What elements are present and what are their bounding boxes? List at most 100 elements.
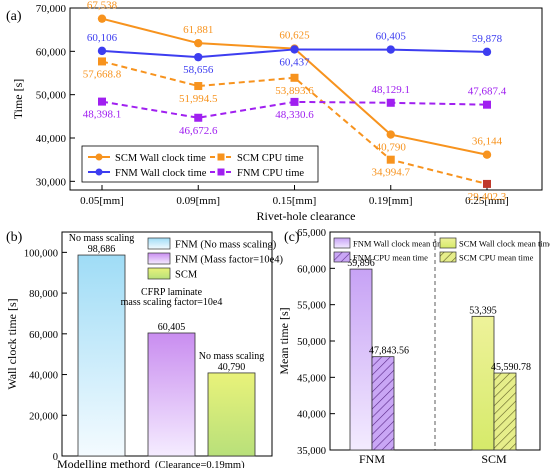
- panel-a-data-label: 67,538: [87, 0, 118, 12]
- panel-a-data-point: [386, 98, 395, 107]
- panel-b-bar: [77, 254, 126, 457]
- panel-a-data-point: [483, 100, 491, 109]
- panel-b-bar-chart: 0 20,000 40,000 60,000 80,000 100,000 Wall clo…: [5, 231, 283, 468]
- panel-c-bar-value-label: 45,590.78: [491, 362, 531, 373]
- panel-a-data-point: [290, 97, 299, 106]
- panel-c-legend-swatch: [333, 251, 351, 263]
- panel-a-data-point: [482, 150, 492, 159]
- panel-a-data-label: 48,129.1: [372, 84, 411, 96]
- panel-label-c: (c): [284, 230, 300, 245]
- panel-c-x-tick-label: FNM: [359, 452, 385, 466]
- panel-a-y-tick-label: 30,000: [36, 176, 67, 188]
- panel-a-data-label: 59,878: [472, 33, 503, 45]
- panel-a-legend-swatch-marker: [217, 153, 225, 161]
- panel-a-y-axis-title: Time [s]: [11, 79, 25, 120]
- panel-a-data-point: [97, 14, 107, 23]
- panel-c-y-tick-label: 50,000: [297, 337, 326, 348]
- panel-c-bar: [493, 372, 517, 451]
- panel-a-data-label: 60,405: [376, 31, 407, 43]
- panel-a-data-label: 60,625: [279, 30, 310, 42]
- panel-b-bar-annotation: No mass scaling: [199, 351, 265, 362]
- panel-c-legend-label: SCM Wall clock mean time: [459, 239, 550, 249]
- panel-a-y-tick-label: 70,000: [36, 3, 67, 15]
- panel-a-data-label: 53,893.6: [275, 85, 314, 97]
- panel-a-data-label: 61,881: [183, 24, 213, 36]
- panel-a-data-point: [290, 45, 299, 54]
- panel-b-y-tick-label: 80,000: [29, 289, 58, 300]
- panel-b-y-tick-label: 0: [53, 452, 58, 463]
- panel-a-legend-swatch-marker: [95, 168, 103, 176]
- panel-a-x-tick-label: 0.15[mm]: [273, 195, 317, 207]
- panel-a-x-tick-label: 0.09[mm]: [176, 195, 220, 207]
- panel-a-x-tick-label: 0.25[mm]: [465, 195, 509, 207]
- panel-a-x-axis-title: Rivet-hole clearance: [257, 209, 356, 223]
- panel-b-bar-annotation: CFRP laminate: [141, 287, 203, 298]
- panel-a-data-point: [194, 82, 203, 91]
- panel-b-x-axis-note: (Clearance=0.19mm): [155, 460, 245, 468]
- panel-c-y-tick-label: 35,000: [297, 446, 326, 457]
- panel-a-line-chart: 30,000 40,000 50,000 60,000 70,000 0.05[mm] 0.…: [11, 0, 543, 223]
- panel-a-legend-label: FNM Wall clock time: [115, 168, 207, 179]
- panel-a-data-point: [386, 130, 395, 139]
- panel-a-y-tick-label: 40,000: [36, 133, 67, 145]
- panel-c-y-tick-label: 55,000: [297, 301, 326, 312]
- panel-a-legend-label: SCM CPU time: [237, 153, 304, 164]
- panel-c-y-tick-label: 40,000: [297, 410, 326, 421]
- panel-b-legend-label: SCM: [175, 270, 198, 281]
- panel-a-data-label: 47,687.4: [468, 86, 507, 98]
- panel-a-legend-swatch-marker: [95, 153, 103, 161]
- panel-c-y-tick-label: 65,000: [297, 228, 326, 239]
- panel-a-legend-label: FNM CPU time: [237, 168, 304, 179]
- panel-a-data-label: 60,437: [279, 56, 310, 68]
- panel-b-legend-swatch: [147, 267, 171, 280]
- panel-a-data-point: [194, 38, 203, 48]
- panel-a-data-label: 51,994.5: [179, 93, 218, 105]
- panel-a-data-point: [482, 47, 492, 57]
- panel-a-data-point: [194, 113, 203, 122]
- panel-b-bar-annotation: mass scaling factor=10e4: [121, 297, 223, 308]
- panel-a-data-label: 58,656: [183, 64, 214, 76]
- panel-b-y-axis-title: Wall clock time [s]: [5, 298, 19, 389]
- panel-a-data-point: [98, 57, 106, 66]
- panel-b-y-tick-label: 20,000: [29, 411, 58, 422]
- panel-b-legend-label: FNM (No mass scaling): [175, 240, 277, 251]
- panel-a-data-point: [483, 179, 491, 188]
- panel-c-legend-label: FNM Wall clock mean time: [353, 239, 448, 249]
- panel-a-legend-swatch-marker: [217, 168, 225, 176]
- panel-c-legend-swatch: [439, 251, 457, 263]
- panel-b-legend-swatch: [147, 252, 171, 265]
- panel-a-data-label: 46,672.6: [179, 125, 218, 137]
- panel-a-data-point: [97, 46, 107, 56]
- panel-a-data-label: 29,402.3: [468, 191, 507, 203]
- panel-b-y-tick-label: 100,000: [24, 248, 58, 259]
- panel-c-bar-value-label: 59,896: [347, 258, 375, 269]
- panel-b-legend-swatch: [147, 237, 171, 250]
- panel-c-y-axis-title: Mean time [s]: [277, 307, 291, 374]
- panel-a-data-label: 40,790: [376, 142, 407, 154]
- panel-a-legend-label: SCM Wall clock time: [115, 153, 206, 164]
- panel-label-a: (a): [6, 9, 22, 24]
- panel-c-legend-label: FNM CPU mean time: [353, 253, 428, 263]
- panel-a-data-label: 57,668.8: [83, 68, 122, 80]
- panel-a-data-point: [290, 73, 299, 82]
- panel-c-legend-label: SCM CPU mean time: [459, 253, 534, 263]
- panel-b-bar: [147, 332, 196, 457]
- panel-b-bar-value-label: 98,686: [88, 244, 116, 255]
- panel-a-legend-box: [81, 145, 319, 183]
- panel-b-bar-value-label: 60,405: [158, 322, 186, 333]
- panel-a-y-tick-label: 50,000: [36, 90, 67, 102]
- panel-a-x-tick-label: 0.05[mm]: [80, 195, 124, 207]
- panel-a-data-label: 36,144: [472, 136, 503, 148]
- panel-c-legend-swatch: [439, 237, 457, 249]
- panel-c-bar: [471, 315, 495, 451]
- panel-b-legend-label: FNM (Mass factor=10e4): [175, 255, 283, 266]
- panel-c-legend-swatch: [333, 237, 351, 249]
- panel-a-plot-frame: [69, 7, 543, 191]
- panel-c-bar: [371, 356, 395, 451]
- panel-c-bar-value-label: 47,843.56: [369, 346, 409, 357]
- panel-c-bar-chart: 35,000 40,000 45,000 50,000 55,000 60,000 65,0…: [277, 228, 550, 466]
- panel-b-y-tick-label: 40,000: [29, 371, 58, 382]
- panel-b-bar: [207, 372, 256, 457]
- panel-b-x-axis-title: Modelling methord: [57, 457, 150, 468]
- panel-a-data-point: [386, 45, 395, 54]
